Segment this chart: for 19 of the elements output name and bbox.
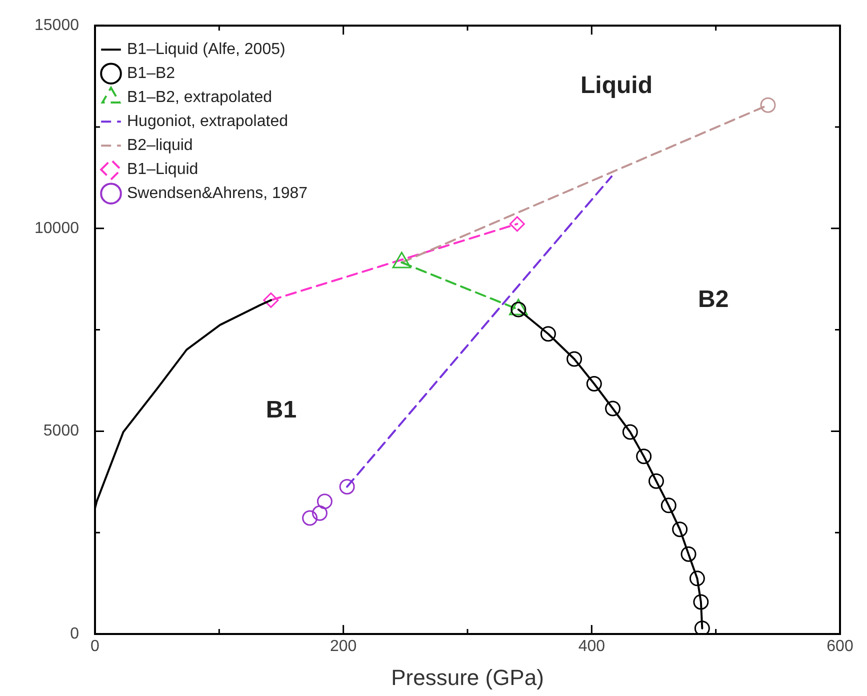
- annotation: B1: [266, 396, 297, 424]
- legend-label: B1–B2, extrapolated: [127, 89, 272, 106]
- annotation: B2: [698, 286, 729, 314]
- legend-label: B1–Liquid: [127, 161, 198, 178]
- y-tick-label: 0: [70, 625, 80, 642]
- legend-label: B1–Liquid (Alfe, 2005): [127, 41, 286, 58]
- x-tick-label: 200: [330, 638, 357, 656]
- legend-label: Hugoniot, extrapolated: [127, 113, 288, 130]
- y-tick-label: 5000: [43, 422, 80, 440]
- x-tick-label: 600: [826, 638, 854, 656]
- x-axis-title: Pressure (GPa): [391, 664, 544, 690]
- x-tick-label: 0: [90, 638, 100, 656]
- y-tick-label: 15000: [34, 17, 80, 34]
- x-tick-label: 400: [578, 638, 606, 656]
- legend-label: B2–liquid: [127, 137, 193, 154]
- legend-label: Swendsen&Ahrens, 1987: [127, 185, 308, 202]
- legend-label: B1–B2: [127, 65, 176, 82]
- y-tick-label: 10000: [34, 220, 80, 237]
- annotation: Liquid: [580, 72, 652, 100]
